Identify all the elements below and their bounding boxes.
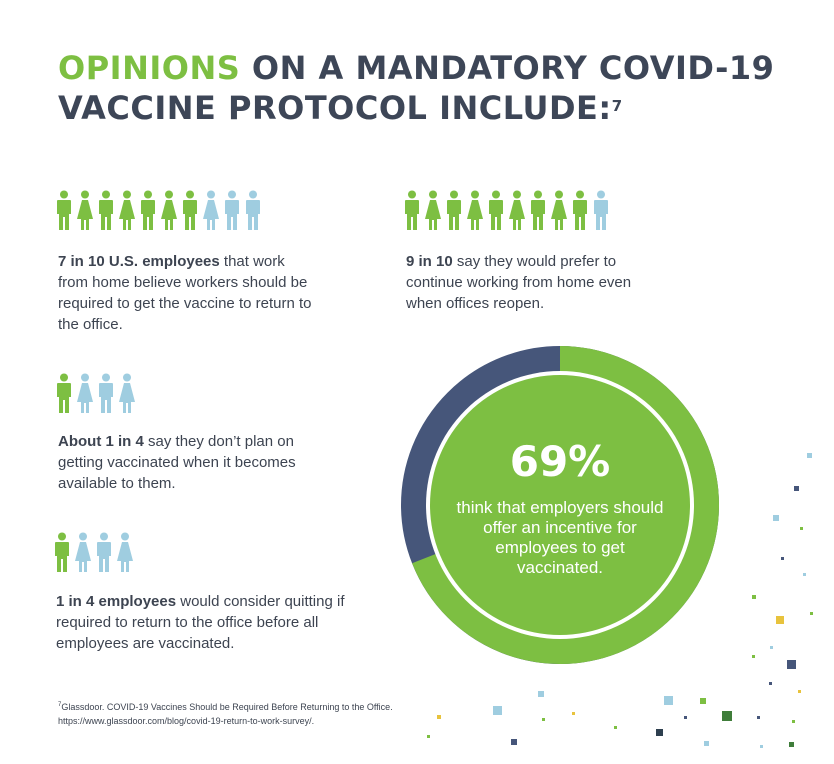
man-person-icon [246,190,260,230]
confetti-square [769,682,772,685]
footnote-url: https://www.glassdoor.com/blog/covid-19-… [58,716,315,726]
people-icons-stat-3 [56,373,135,413]
confetti-square [664,696,673,705]
stat-4-body: would consider quitting if required to r… [56,593,345,652]
woman-person-icon [551,190,567,230]
confetti-square [752,595,756,599]
footnote-marker: 7 [58,702,62,708]
man-person-icon [531,190,545,230]
people-icons-stat-1 [56,190,261,230]
woman-person-icon [467,190,483,230]
donut-chart: 69% think that employers should offer an… [400,345,720,665]
confetti-square [807,453,812,458]
woman-person-icon [425,190,441,230]
man-person-icon [57,373,71,413]
stat-3-bold: About 1 in 4 [58,433,144,450]
confetti-square [773,515,779,521]
donut-text: 69% think that employers should offer an… [400,345,720,665]
footnote: 7Glassdoor. COVID-19 Vaccines Should be … [58,698,418,728]
confetti-square [798,690,801,693]
confetti-square [781,557,784,560]
man-person-icon [57,190,71,230]
donut-inner-disc [430,375,690,635]
confetti-square [810,612,813,615]
people-icons-stat-2 [404,190,609,230]
man-person-icon [99,190,113,230]
footnote-citation: Glassdoor. COVID-19 Vaccines Should be R… [61,702,393,712]
confetti-square [614,726,617,729]
confetti-square [752,655,755,658]
confetti-square [789,742,794,747]
stat-3-body: say they don’t plan on getting vaccinate… [58,433,296,492]
confetti-square [542,718,545,721]
confetti-square [511,739,517,745]
woman-person-icon [119,373,135,413]
title-footnote-ref: 7 [611,97,623,115]
donut-green-arc [401,346,719,664]
man-person-icon [594,190,608,230]
man-person-icon [405,190,419,230]
confetti-square [437,715,441,719]
confetti-square [572,712,575,715]
confetti-square [760,745,763,748]
woman-person-icon [77,190,93,230]
stat-3-text: About 1 in 4 say they don’t plan on gett… [58,431,308,494]
woman-person-icon [509,190,525,230]
confetti-square [656,729,663,736]
donut-graphic [401,346,719,664]
man-person-icon [447,190,461,230]
stat-1-body: that work from home believe workers shou… [58,253,312,333]
confetti-square [700,698,706,704]
stat-2-body: say they would prefer to continue workin… [406,253,632,312]
donut-description: think that employers should offer an inc… [456,498,664,577]
man-person-icon [141,190,155,230]
confetti-square [776,616,784,624]
man-person-icon [573,190,587,230]
stat-1-text: 7 in 10 U.S. employees that work from ho… [58,251,318,335]
woman-person-icon [119,190,135,230]
confetti-square [770,646,773,649]
woman-person-icon [203,190,219,230]
confetti-square [800,527,803,530]
confetti-square [493,706,502,715]
man-person-icon [99,373,113,413]
man-person-icon [55,532,69,572]
donut-percent: 69% [509,437,611,486]
man-person-icon [225,190,239,230]
confetti-square [427,735,430,738]
confetti-square [757,716,760,719]
title-highlight: OPINIONS [58,49,241,87]
confetti-square [792,720,795,723]
confetti-square [794,486,799,491]
stat-2-bold: 9 in 10 [406,253,453,270]
stat-4-text: 1 in 4 employees would consider quitting… [56,591,356,654]
page-title: OPINIONS ON A MANDATORY COVID-19 VACCINE… [58,48,778,128]
man-person-icon [97,532,111,572]
confetti-square [803,573,806,576]
title-rest: ON A MANDATORY COVID-19 VACCINE PROTOCOL… [58,49,775,127]
confetti-square [704,741,709,746]
footnote-line-1: 7Glassdoor. COVID-19 Vaccines Should be … [58,698,418,714]
people-icons-stat-4 [54,532,133,572]
stat-4-bold: 1 in 4 employees [56,593,177,610]
woman-person-icon [161,190,177,230]
confetti-square [538,691,544,697]
confetti-square [787,660,796,669]
woman-person-icon [117,532,133,572]
stat-2-text: 9 in 10 say they would prefer to continu… [406,251,671,314]
stat-1-bold: 7 in 10 U.S. employees [58,253,220,270]
confetti-square [722,711,732,721]
woman-person-icon [77,373,93,413]
man-person-icon [183,190,197,230]
woman-person-icon [75,532,91,572]
man-person-icon [489,190,503,230]
confetti-square [684,716,687,719]
